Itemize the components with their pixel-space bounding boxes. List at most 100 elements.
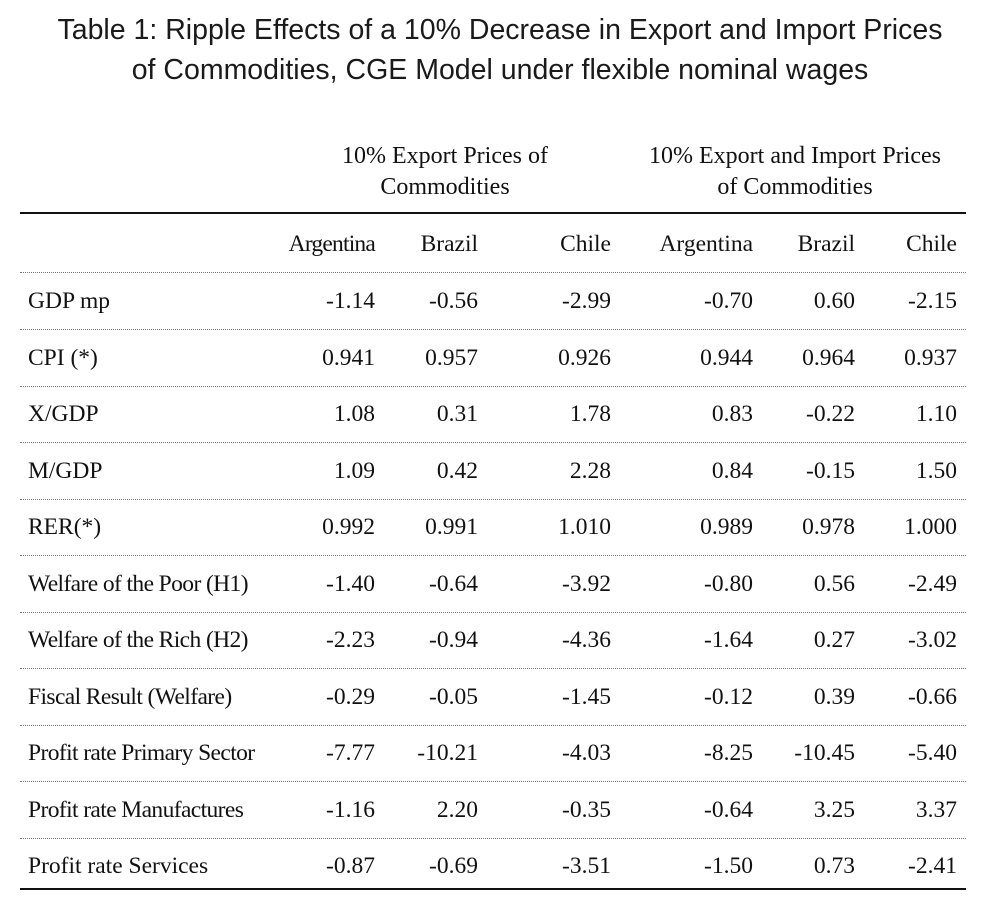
table-cell: 1.10 [915, 401, 957, 427]
row-label: Profit rate Services [28, 853, 209, 879]
table-cell: -2.15 [908, 288, 957, 314]
table-cell: 0.989 [700, 514, 753, 540]
table-cell: -10.45 [794, 740, 855, 766]
row-separator [20, 781, 966, 782]
table-cell: 0.964 [802, 344, 855, 371]
row-separator [20, 386, 966, 387]
table-cell: 0.978 [802, 514, 855, 540]
row-separator [20, 725, 966, 726]
group-header-export-import: 10% Export and Import Prices of Commodit… [620, 141, 970, 203]
table-cell: 1.78 [569, 401, 611, 427]
row-label: Profit rate Manufactures [28, 796, 244, 823]
table-cell: 0.31 [436, 401, 478, 427]
table-cell: 0.56 [813, 570, 855, 597]
table-title: Table 1: Ripple Effects of a 10% Decreas… [0, 10, 1000, 90]
table-cell: 2.20 [436, 796, 478, 823]
table-cell: -2.23 [326, 627, 375, 653]
row-label: Welfare of the Poor (H1) [28, 570, 249, 597]
table-cell: 0.926 [558, 344, 611, 371]
table-cell: -0.64 [429, 570, 478, 597]
table-cell: 0.992 [322, 514, 375, 540]
row-label: Profit rate Primary Sector [28, 740, 255, 766]
column-header-brazil: Brazil [797, 231, 855, 257]
table-cell: -0.12 [704, 683, 753, 710]
table-cell: -2.41 [908, 853, 957, 879]
table-cell: 1.000 [904, 514, 957, 540]
row-separator [20, 612, 966, 613]
row-separator [20, 499, 966, 500]
row-label: M/GDP [28, 457, 103, 484]
table-cell: 0.60 [813, 288, 855, 314]
table-cell: 0.42 [436, 457, 478, 484]
table-cell: -1.16 [326, 796, 375, 823]
table-cell: -3.02 [908, 627, 957, 653]
table-cell: -1.50 [704, 853, 753, 879]
table-cell: -0.66 [908, 683, 957, 710]
row-label: GDP mp [28, 288, 111, 314]
table-cell: 2.28 [569, 457, 611, 484]
title-line-2: of Commodities, CGE Model under flexible… [131, 54, 869, 86]
table-cell: -1.45 [562, 683, 611, 710]
table-cell: -0.80 [704, 570, 753, 597]
row-separator [20, 555, 966, 556]
row-label: X/GDP [28, 401, 99, 427]
table-cell: -0.70 [704, 288, 753, 314]
table-cell: -7.77 [326, 740, 375, 766]
table-cell: -0.35 [562, 796, 611, 823]
table-cell: -0.15 [806, 457, 855, 484]
table-cell: -2.99 [562, 288, 611, 314]
column-header-argentina: Argentina [659, 231, 753, 257]
table-top-rule [20, 212, 966, 214]
column-header-chile: Chile [560, 231, 611, 257]
row-label: CPI (*) [28, 344, 98, 371]
table-cell: -0.94 [429, 627, 478, 653]
row-separator [20, 272, 966, 273]
table-cell: 0.941 [322, 344, 375, 371]
table-cell: 1.08 [333, 401, 375, 427]
table-cell: -0.87 [326, 853, 375, 879]
table-cell: -1.40 [326, 570, 375, 597]
table-cell: -0.29 [326, 683, 375, 710]
table-cell: 0.991 [425, 514, 478, 540]
group-header-export-line-2: Commodities [380, 174, 510, 200]
table-cell: 1.09 [333, 457, 375, 484]
table-cell: -0.22 [806, 401, 855, 427]
row-separator [20, 329, 966, 330]
table-cell: -0.05 [429, 683, 478, 710]
table-cell: 0.84 [711, 457, 753, 484]
row-separator [20, 668, 966, 669]
table-cell: -4.36 [562, 627, 611, 653]
table-cell: 1.50 [915, 457, 957, 484]
table-bottom-rule [20, 888, 966, 890]
row-separator [20, 442, 966, 443]
table-cell: -1.64 [704, 627, 753, 653]
table-cell: 0.27 [813, 627, 855, 653]
row-separator [20, 838, 966, 839]
table-cell: 0.73 [813, 853, 855, 879]
group-header-export-import-line-2: of Commodities [717, 174, 873, 200]
column-header-brazil: Brazil [420, 231, 478, 257]
row-label: RER(*) [28, 514, 102, 540]
table-cell: -0.64 [704, 796, 753, 823]
table-cell: 0.957 [425, 344, 478, 371]
row-label: Fiscal Result (Welfare) [28, 683, 232, 710]
table-cell: 0.83 [711, 401, 753, 427]
table-cell: 3.25 [813, 796, 855, 823]
table-cell: -2.49 [908, 570, 957, 597]
table-cell: -1.14 [326, 288, 375, 314]
table-cell: -4.03 [562, 740, 611, 766]
table-cell: 1.010 [558, 514, 611, 540]
table-cell: 0.937 [904, 344, 957, 371]
table-cell: -0.69 [429, 853, 478, 879]
table-cell: -8.25 [704, 740, 753, 766]
column-header-argentina: Argentina [288, 231, 376, 257]
title-line-1: Table 1: Ripple Effects of a 10% Decreas… [57, 14, 943, 46]
group-header-export: 10% Export Prices of Commodities [300, 141, 590, 203]
table-cell: 0.39 [813, 683, 855, 710]
table-cell: -3.92 [562, 570, 611, 597]
group-header-export-import-line-1: 10% Export and Import Prices [649, 143, 941, 169]
row-label: Welfare of the Rich (H2) [28, 627, 249, 653]
table-cell: -5.40 [908, 740, 957, 766]
table-cell: -3.51 [562, 853, 611, 879]
table-cell: -0.56 [429, 288, 478, 314]
